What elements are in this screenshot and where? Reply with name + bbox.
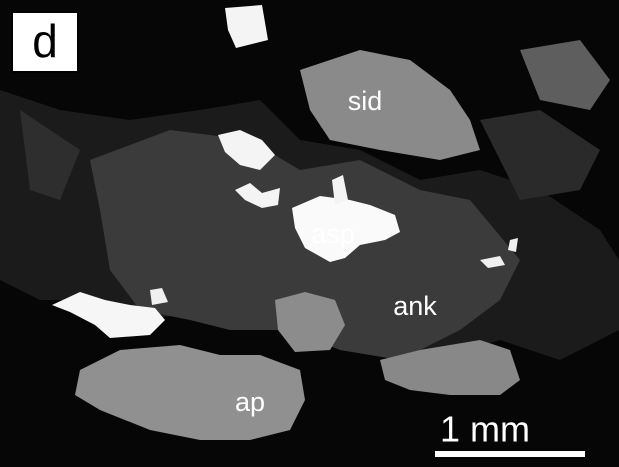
mineral-label: asp [311, 219, 355, 249]
micrograph: d sid asp ank ap 1 mm [0, 0, 619, 467]
page: d sid asp ank ap 1 mm (() => { const dat… [0, 0, 619, 467]
mineral-label: sid [348, 86, 383, 116]
mineral-label: ank [393, 291, 437, 321]
scale-bar-label: 1 mm [440, 409, 530, 450]
scale-bar [435, 451, 585, 457]
panel-label: d [32, 15, 58, 67]
mineral-label: ap [235, 387, 265, 417]
